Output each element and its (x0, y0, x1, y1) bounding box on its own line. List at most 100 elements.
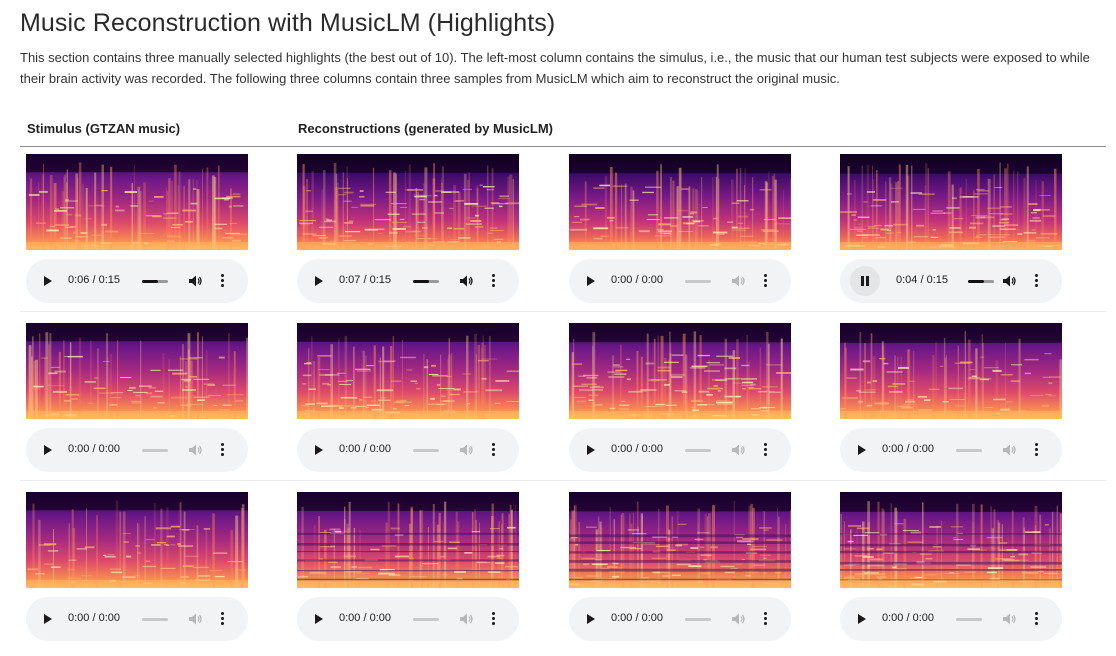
section-description: This section contains three manually sel… (20, 50, 1090, 86)
progress-slider[interactable] (685, 618, 711, 621)
volume-icon[interactable] (188, 443, 202, 457)
volume-icon[interactable] (459, 274, 473, 288)
audio-player[interactable]: 0:00 / 0:00 (840, 597, 1062, 641)
play-icon[interactable] (44, 614, 52, 624)
header-divider (20, 146, 1106, 147)
play-icon[interactable] (315, 445, 323, 455)
more-options-icon[interactable] (221, 611, 225, 627)
time-display: 0:00 / 0:00 (611, 612, 663, 624)
audio-player[interactable]: 0:00 / 0:00 (840, 428, 1062, 472)
stimulus-cell: 0:00 / 0:00 (26, 492, 248, 641)
reconstruction-cell: 0:00 / 0:00 (569, 492, 791, 641)
stimulus-cell: 0:06 / 0:15 (26, 154, 248, 303)
progress-slider[interactable] (142, 449, 168, 452)
spectrogram-image (297, 154, 519, 250)
audio-player[interactable]: 0:00 / 0:00 (297, 597, 519, 641)
progress-slider[interactable] (413, 280, 439, 283)
audio-player[interactable]: 0:00 / 0:00 (26, 428, 248, 472)
audio-player[interactable]: 0:00 / 0:00 (569, 428, 791, 472)
progress-slider[interactable] (142, 618, 168, 621)
more-options-icon[interactable] (492, 611, 496, 627)
progress-slider[interactable] (685, 280, 711, 283)
audio-player[interactable]: 0:00 / 0:00 (569, 597, 791, 641)
row-divider (20, 480, 1106, 481)
more-options-icon[interactable] (221, 442, 225, 458)
spectrogram-image (569, 492, 791, 588)
play-icon[interactable] (587, 445, 595, 455)
reconstruction-cell: 0:04 / 0:15 (840, 154, 1062, 303)
more-options-icon[interactable] (764, 442, 768, 458)
reconstruction-cell: 0:00 / 0:00 (840, 323, 1062, 472)
time-display: 0:00 / 0:00 (882, 443, 934, 455)
play-icon[interactable] (858, 445, 866, 455)
reconstruction-cell: 0:00 / 0:00 (569, 154, 791, 303)
time-display: 0:04 / 0:15 (896, 274, 948, 286)
pause-icon[interactable] (850, 266, 880, 296)
time-display: 0:00 / 0:00 (339, 443, 391, 455)
play-icon[interactable] (315, 614, 323, 624)
spectrogram-image (840, 492, 1062, 588)
play-icon[interactable] (315, 276, 323, 286)
progress-slider[interactable] (956, 618, 982, 621)
progress-slider[interactable] (413, 449, 439, 452)
progress-slider[interactable] (956, 449, 982, 452)
spectrogram-image (26, 492, 248, 588)
spectrogram-image (569, 154, 791, 250)
time-display: 0:00 / 0:00 (611, 274, 663, 286)
more-options-icon[interactable] (1035, 442, 1039, 458)
progress-slider[interactable] (685, 449, 711, 452)
page-title: Music Reconstruction with MusicLM (Highl… (20, 9, 556, 37)
audio-player[interactable]: 0:00 / 0:00 (26, 597, 248, 641)
reconstruction-cell: 0:00 / 0:00 (840, 492, 1062, 641)
audio-player[interactable]: 0:00 / 0:00 (297, 428, 519, 472)
progress-slider[interactable] (142, 280, 168, 283)
more-options-icon[interactable] (1035, 611, 1039, 627)
time-display: 0:00 / 0:00 (882, 612, 934, 624)
more-options-icon[interactable] (1035, 273, 1039, 289)
volume-icon[interactable] (459, 443, 473, 457)
stimulus-cell: 0:00 / 0:00 (26, 323, 248, 472)
audio-player[interactable]: 0:07 / 0:15 (297, 259, 519, 303)
audio-player[interactable]: 0:04 / 0:15 (840, 259, 1062, 303)
spectrogram-image (297, 323, 519, 419)
time-display: 0:00 / 0:00 (611, 443, 663, 455)
more-options-icon[interactable] (764, 611, 768, 627)
spectrogram-image (26, 154, 248, 250)
volume-icon[interactable] (731, 443, 745, 457)
time-display: 0:00 / 0:00 (339, 612, 391, 624)
audio-player[interactable]: 0:06 / 0:15 (26, 259, 248, 303)
more-options-icon[interactable] (221, 273, 225, 289)
volume-icon[interactable] (1002, 274, 1016, 288)
reconstruction-cell: 0:00 / 0:00 (297, 492, 519, 641)
play-icon[interactable] (44, 445, 52, 455)
reconstruction-cell: 0:00 / 0:00 (569, 323, 791, 472)
spectrogram-image (26, 323, 248, 419)
play-icon[interactable] (587, 614, 595, 624)
more-options-icon[interactable] (492, 273, 496, 289)
spectrogram-image (840, 323, 1062, 419)
play-icon[interactable] (44, 276, 52, 286)
more-options-icon[interactable] (492, 442, 496, 458)
more-options-icon[interactable] (764, 273, 768, 289)
volume-icon[interactable] (1002, 443, 1016, 457)
row-divider (20, 311, 1106, 312)
volume-icon[interactable] (731, 274, 745, 288)
audio-player[interactable]: 0:00 / 0:00 (569, 259, 791, 303)
volume-icon[interactable] (188, 612, 202, 626)
play-icon[interactable] (858, 614, 866, 624)
spectrogram-image (297, 492, 519, 588)
volume-icon[interactable] (188, 274, 202, 288)
progress-slider[interactable] (968, 280, 994, 283)
time-display: 0:00 / 0:00 (68, 443, 120, 455)
reconstruction-cell: 0:07 / 0:15 (297, 154, 519, 303)
progress-slider[interactable] (413, 618, 439, 621)
volume-icon[interactable] (1002, 612, 1016, 626)
time-display: 0:00 / 0:00 (68, 612, 120, 624)
play-icon[interactable] (587, 276, 595, 286)
volume-icon[interactable] (731, 612, 745, 626)
spectrogram-image (569, 323, 791, 419)
stimulus-column-header: Stimulus (GTZAN music) (27, 121, 181, 136)
volume-icon[interactable] (459, 612, 473, 626)
reconstructions-column-header: Reconstructions (generated by MusicLM) (298, 121, 553, 136)
reconstruction-cell: 0:00 / 0:00 (297, 323, 519, 472)
